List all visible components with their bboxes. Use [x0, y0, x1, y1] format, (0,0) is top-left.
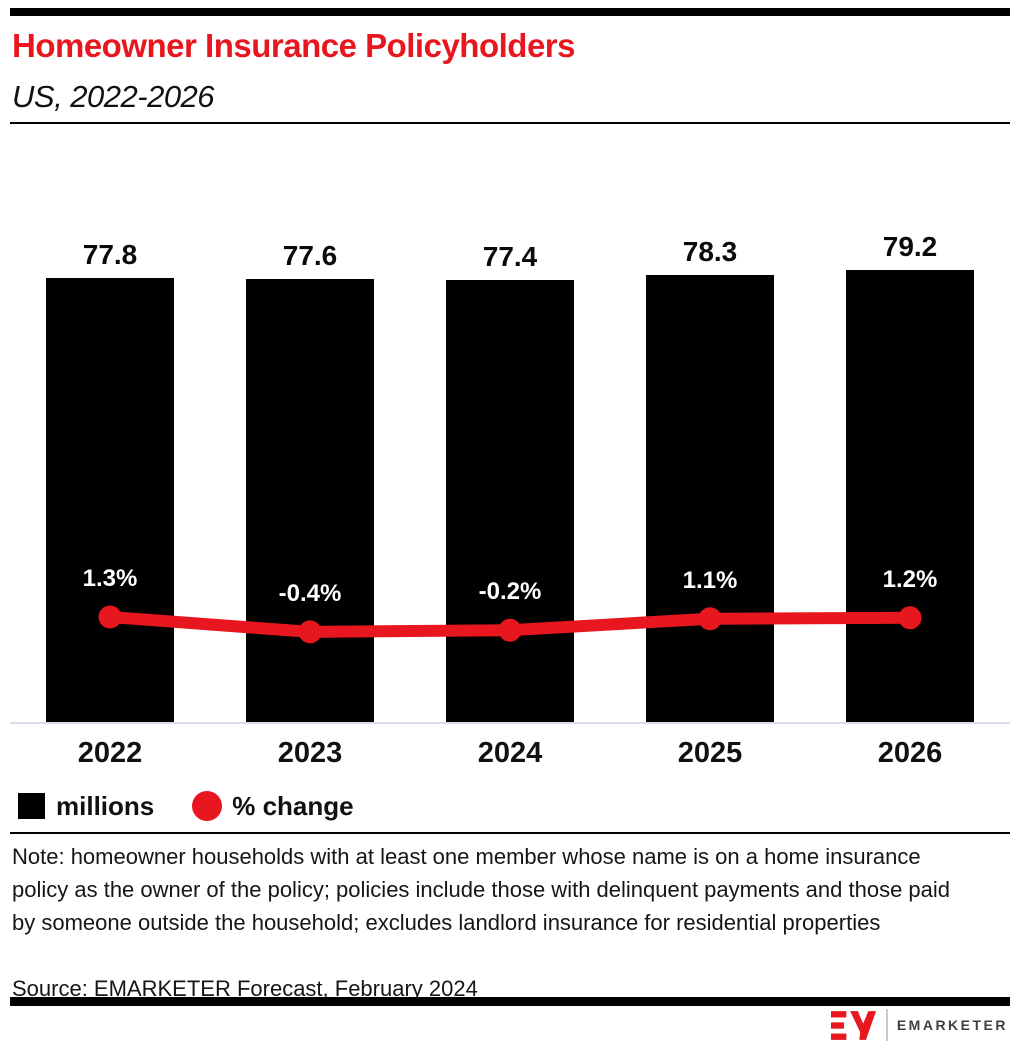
pct-change-label-2025: 1.1% — [682, 566, 738, 594]
top-rule — [10, 8, 1010, 16]
bar-value-label-2025: 78.3 — [682, 236, 738, 267]
legend-label-millions: millions — [56, 790, 155, 821]
bar-2026 — [846, 270, 974, 722]
pct-change-label-2024: -0.2% — [478, 578, 542, 606]
bar-2023 — [246, 279, 374, 722]
legend: millions % change — [18, 790, 354, 822]
header-divider — [10, 122, 1010, 124]
legend-circle-swatch — [192, 791, 223, 821]
bar-value-label-2026: 79.2 — [882, 231, 938, 262]
x-tick-2022: 2022 — [77, 737, 143, 769]
chart-title: Homeowner Insurance Policyholders — [12, 27, 576, 64]
bar-value-label-2022: 77.8 — [82, 239, 138, 270]
legend-square-swatch — [18, 793, 45, 819]
bar-2022 — [46, 278, 174, 722]
brand-logo: EMARKETER — [830, 1009, 1008, 1041]
pct-change-label-2023: -0.4% — [278, 579, 342, 607]
x-tick-2025: 2025 — [677, 737, 743, 769]
pct-change-label-2022: 1.3% — [82, 564, 138, 592]
emarketer-mark-icon — [830, 1010, 876, 1040]
bar-2024 — [446, 280, 574, 722]
legend-label-pct-change: % change — [232, 790, 354, 821]
logo-divider — [885, 1009, 888, 1041]
legend-divider — [10, 832, 1010, 834]
pct-change-label-2026: 1.2% — [882, 565, 938, 593]
bar-value-label-2023: 77.6 — [282, 240, 338, 271]
bar-value-label-2024: 77.4 — [482, 241, 538, 272]
brand-wordmark: EMARKETER — [896, 1017, 1008, 1033]
x-tick-2023: 2023 — [277, 737, 343, 769]
x-tick-2024: 2024 — [477, 737, 543, 769]
bottom-rule — [10, 997, 1010, 1006]
chart-subtitle: US, 2022-2026 — [12, 79, 215, 114]
note-text: Note: homeowner households with at least… — [12, 844, 951, 935]
x-tick-2026: 2026 — [877, 737, 943, 769]
bar-2025 — [646, 275, 774, 722]
source-text: Source: EMARKETER Forecast, February 202… — [12, 976, 478, 1001]
x-axis-line — [10, 722, 1010, 724]
